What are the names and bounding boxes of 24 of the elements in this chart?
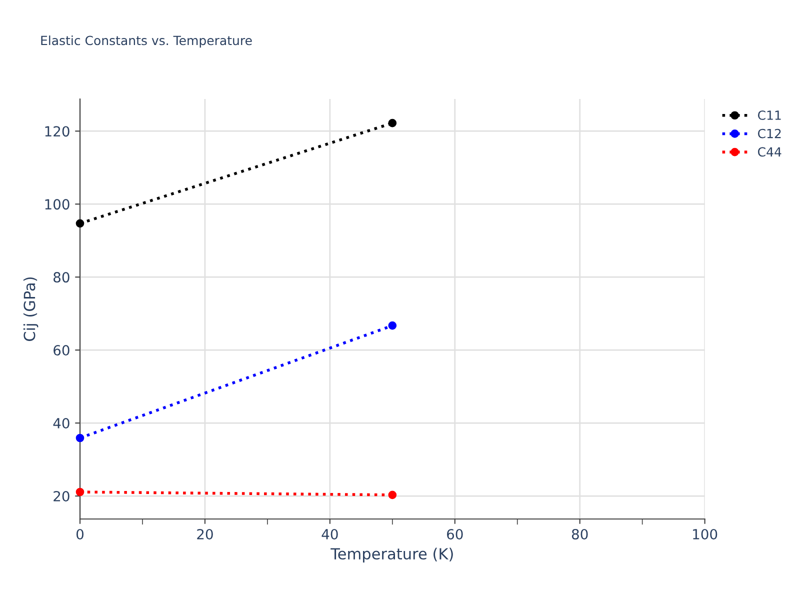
y-tick-label: 100 [45, 199, 70, 210]
point [388, 321, 397, 330]
x-tick-label: 0 [76, 528, 84, 540]
point [388, 490, 397, 500]
point [76, 488, 84, 496]
legend-label: C12 [758, 128, 781, 138]
y-tick-label: 80 [54, 272, 70, 283]
point [76, 219, 84, 228]
legend-label: C11 [758, 110, 781, 120]
legend-label: C44 [758, 147, 782, 157]
chart-title: Elastic Constants vs. Temperature [41, 36, 252, 48]
y-tick-label: 120 [45, 126, 70, 137]
x-tick-label: 80 [572, 528, 588, 540]
y-tick-label: 40 [53, 418, 70, 429]
y-tick-label: 60 [54, 345, 70, 356]
x-tick-label: 100 [693, 528, 718, 540]
x-axis-title: Temperature (K) [330, 548, 453, 563]
x-tick-label: 20 [197, 528, 213, 540]
y-tick-label: 20 [54, 490, 70, 502]
x-tick-label: 60 [447, 528, 463, 540]
point [76, 434, 84, 442]
y-axis-title: Cij (GPa) [23, 277, 38, 341]
x-tick-label: 40 [322, 528, 338, 540]
point [388, 118, 397, 128]
